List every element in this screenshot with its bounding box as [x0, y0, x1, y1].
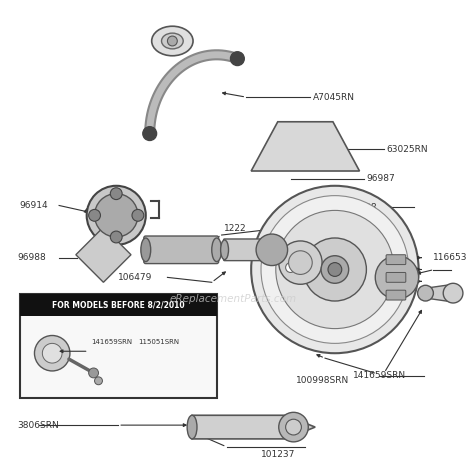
- Ellipse shape: [141, 238, 151, 262]
- Text: 116653: 116653: [433, 253, 468, 262]
- Circle shape: [328, 263, 342, 276]
- Text: 3806SRN: 3806SRN: [18, 420, 59, 429]
- FancyBboxPatch shape: [224, 239, 265, 261]
- Circle shape: [276, 210, 394, 328]
- Text: 141659SRN: 141659SRN: [91, 339, 133, 346]
- Bar: [20, 294, 217, 398]
- Ellipse shape: [162, 33, 183, 49]
- Polygon shape: [426, 284, 453, 302]
- Circle shape: [143, 127, 156, 140]
- Text: 100998SRN: 100998SRN: [295, 376, 349, 385]
- Text: 1222: 1222: [224, 224, 246, 233]
- Circle shape: [281, 258, 301, 277]
- Circle shape: [94, 194, 138, 237]
- FancyBboxPatch shape: [386, 290, 406, 300]
- Circle shape: [443, 283, 463, 303]
- Circle shape: [94, 377, 102, 385]
- Circle shape: [289, 251, 312, 274]
- Ellipse shape: [220, 240, 228, 260]
- FancyBboxPatch shape: [144, 236, 219, 264]
- Circle shape: [251, 186, 419, 353]
- Text: eReplacementParts.com: eReplacementParts.com: [170, 294, 297, 304]
- Text: FOR MODELS BEFORE 8/2/2010: FOR MODELS BEFORE 8/2/2010: [52, 301, 184, 310]
- Text: 96987: 96987: [366, 174, 395, 183]
- Circle shape: [35, 336, 70, 371]
- Text: 15528: 15528: [349, 203, 377, 212]
- Ellipse shape: [187, 415, 197, 439]
- Text: A7045RN: A7045RN: [313, 92, 355, 101]
- Ellipse shape: [152, 26, 193, 56]
- Circle shape: [256, 234, 288, 265]
- Ellipse shape: [212, 238, 222, 262]
- Circle shape: [110, 231, 122, 243]
- Circle shape: [87, 186, 146, 245]
- Circle shape: [261, 196, 409, 343]
- Circle shape: [286, 419, 301, 435]
- Text: 101237: 101237: [261, 450, 295, 459]
- FancyBboxPatch shape: [386, 273, 406, 283]
- Polygon shape: [251, 122, 359, 171]
- Circle shape: [42, 343, 62, 363]
- Circle shape: [286, 263, 295, 273]
- Ellipse shape: [260, 240, 268, 260]
- Polygon shape: [76, 227, 131, 283]
- Circle shape: [89, 368, 99, 378]
- Text: 63025RN: 63025RN: [386, 145, 428, 154]
- Circle shape: [132, 210, 144, 221]
- Circle shape: [321, 255, 349, 283]
- Circle shape: [375, 255, 419, 299]
- Text: 96988: 96988: [18, 253, 46, 262]
- FancyBboxPatch shape: [386, 255, 406, 264]
- Text: 115051SRN: 115051SRN: [138, 339, 179, 346]
- Circle shape: [230, 52, 244, 65]
- Circle shape: [303, 238, 366, 301]
- Circle shape: [279, 412, 308, 442]
- Circle shape: [167, 36, 177, 46]
- Circle shape: [418, 285, 433, 301]
- Text: 96914: 96914: [20, 201, 48, 210]
- Text: 106479: 106479: [118, 273, 153, 282]
- Text: 141659SRN: 141659SRN: [353, 371, 406, 380]
- Polygon shape: [192, 415, 315, 439]
- Circle shape: [279, 241, 322, 284]
- Circle shape: [110, 188, 122, 200]
- Circle shape: [89, 210, 100, 221]
- Bar: [20, 294, 217, 316]
